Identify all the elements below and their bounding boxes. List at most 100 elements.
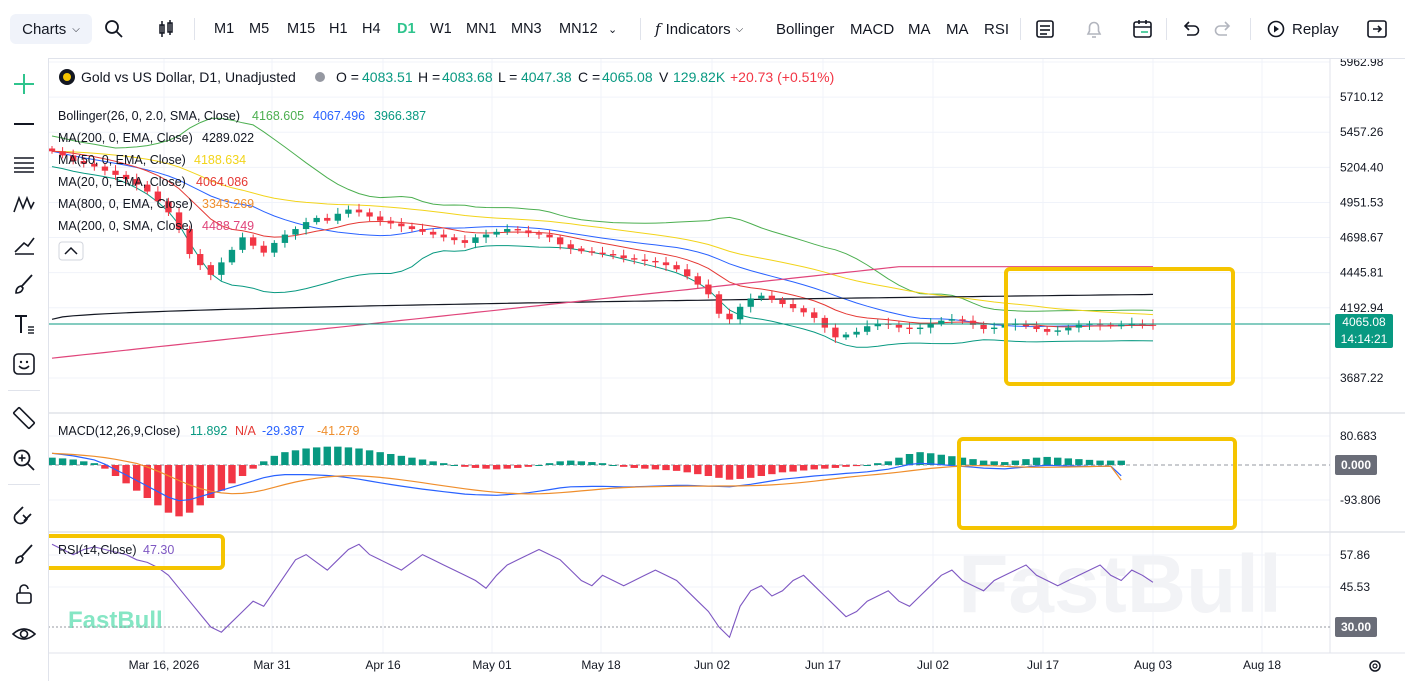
charts-menu-button[interactable]: Charts ⌵ xyxy=(10,14,92,44)
legend-row-0[interactable]: Bollinger(26, 0, 2.0, SMA, Close) 4168.60… xyxy=(58,109,426,123)
timeframe-more-chevron-icon[interactable]: ⌄ xyxy=(608,23,618,36)
macd-histogram-bar xyxy=(312,447,321,465)
candle-body xyxy=(260,245,267,253)
macd-histogram-bar xyxy=(48,457,56,465)
replay-button[interactable]: Replay xyxy=(1266,14,1339,44)
redo-icon[interactable] xyxy=(1214,14,1234,44)
top-toolbar: Charts ⌵ M1 M5 M15 H1 H4 D1 W1 MN1 MN3 MN12 ⌄ f I… xyxy=(0,0,1405,59)
legend-row-1[interactable]: MA(200, 0, EMA, Close) 4289.022 xyxy=(58,131,254,145)
candle-body xyxy=(969,320,977,325)
ema50-line xyxy=(51,150,1154,316)
legend-row-4[interactable]: MA(800, 0, EMA, Close) 3343.269 xyxy=(58,197,254,211)
crosshair-icon[interactable] xyxy=(10,70,38,98)
timeframe-m1[interactable]: M1 xyxy=(214,21,235,37)
quick-indicator-bollinger[interactable]: Bollinger xyxy=(776,20,835,38)
timeframe-h4[interactable]: H4 xyxy=(362,21,381,37)
macd-histogram-bar xyxy=(196,465,204,506)
pattern-icon[interactable] xyxy=(10,190,38,218)
svg-text:H =: H = xyxy=(418,69,440,85)
candlestick-series[interactable] xyxy=(48,146,1157,343)
low-value: 4047.38 xyxy=(521,69,572,85)
alert-bell-icon[interactable] xyxy=(1084,14,1104,44)
timeframe-m5[interactable]: M5 xyxy=(249,21,270,37)
macd-histogram-bar xyxy=(482,465,490,469)
candle-body xyxy=(504,229,511,232)
candle-type-icon[interactable] xyxy=(156,14,176,44)
legend-row-2[interactable]: MA(50, 0, EMA, Close) 4188.634 xyxy=(58,153,246,167)
macd-histogram-bar xyxy=(450,465,458,466)
macd-histogram-bar xyxy=(387,453,395,465)
high-value: 4083.68 xyxy=(442,69,493,85)
rsi-series[interactable] xyxy=(51,543,1154,639)
timeframe-m15[interactable]: M15 xyxy=(287,21,316,37)
candle-body xyxy=(324,217,331,221)
quick-indicator-rsi[interactable]: RSI xyxy=(984,20,1010,38)
time-tick-label: Jul 02 xyxy=(917,658,949,672)
zoom-in-icon[interactable] xyxy=(10,446,38,474)
candle-body xyxy=(429,231,437,235)
macd-zero-tag: 0.000 xyxy=(1335,455,1377,475)
macd-histogram-bar xyxy=(630,465,638,468)
legend-value: 3343.269 xyxy=(202,197,254,211)
text-tool-icon[interactable] xyxy=(10,310,38,338)
candle-body xyxy=(789,304,797,309)
search-icon[interactable] xyxy=(104,14,124,44)
quick-indicator-ma[interactable]: MA xyxy=(908,20,931,38)
candle-body xyxy=(440,234,447,238)
candle-body xyxy=(609,254,617,256)
macd-histogram-bar xyxy=(874,463,882,465)
quick-indicator-ma-2[interactable]: MA xyxy=(946,20,969,38)
undo-icon[interactable] xyxy=(1180,14,1200,44)
open-value: 4083.51 xyxy=(362,69,413,85)
lock-icon[interactable] xyxy=(10,580,38,608)
macd-histogram-bar xyxy=(207,465,215,499)
macd-series[interactable] xyxy=(48,446,1125,517)
time-tick-label: Aug 03 xyxy=(1134,658,1172,672)
timeframe-mn3[interactable]: MN3 xyxy=(511,21,542,37)
legend-row-5[interactable]: MA(200, 0, SMA, Close) 4488.749 xyxy=(58,219,254,233)
rsi-legend[interactable]: RSI(14,Close) 47.30 xyxy=(58,543,174,557)
candle-body xyxy=(631,258,638,260)
ruler-icon[interactable] xyxy=(10,404,38,432)
trend-line-icon[interactable] xyxy=(10,110,38,138)
timeframe-d1[interactable]: D1 xyxy=(397,21,416,37)
draw-mode-icon[interactable] xyxy=(10,540,38,568)
calendar-icon[interactable] xyxy=(1132,14,1154,44)
timeframe-mn12[interactable]: MN12 xyxy=(559,21,598,37)
price-axis-labels[interactable]: 5962.985710.125457.265204.404951.534698.… xyxy=(1340,55,1384,594)
macd-histogram-bar xyxy=(503,465,511,469)
legend-row-3[interactable]: MA(20, 0, EMA, Close) 4064.086 xyxy=(58,175,248,189)
candle-body xyxy=(832,327,839,338)
indicator-legend[interactable]: Bollinger(26, 0, 2.0, SMA, Close) 4168.60… xyxy=(58,109,426,233)
macd-histogram-bar xyxy=(323,446,331,465)
projection-icon[interactable] xyxy=(10,230,38,258)
macd-legend[interactable]: MACD(12,26,9,Close) 11.892 N/A -29.387 -41.2… xyxy=(58,424,359,438)
candle-body xyxy=(938,320,945,324)
templates-icon[interactable] xyxy=(1035,14,1055,44)
macd-histogram-bar xyxy=(302,448,310,465)
macd-histogram-bar xyxy=(1096,460,1104,465)
magnet-icon[interactable] xyxy=(10,500,38,528)
macd-histogram-bar xyxy=(514,465,522,468)
timeframe-h1[interactable]: H1 xyxy=(329,21,348,37)
fullscreen-icon[interactable] xyxy=(1366,14,1388,44)
candle-body xyxy=(556,237,564,245)
timeframe-w1[interactable]: W1 xyxy=(430,21,452,37)
collapse-legend-button[interactable] xyxy=(58,241,84,261)
legend-value: 4064.086 xyxy=(196,175,248,189)
indicators-button[interactable]: f Indicators ⌵ xyxy=(655,20,744,38)
macd-histogram-bar xyxy=(228,465,236,484)
brush-icon[interactable] xyxy=(10,270,38,298)
candle-body xyxy=(959,319,966,321)
quick-indicator-macd[interactable]: MACD xyxy=(850,20,895,38)
horizontal-lines-icon[interactable] xyxy=(10,150,38,178)
settings-gear-icon[interactable] xyxy=(1369,660,1381,672)
time-axis-labels[interactable]: Mar 16, 2026 Mar 31 Apr 16 May 01 May 18 Jun … xyxy=(129,658,1282,672)
timeframe-mn1[interactable]: MN1 xyxy=(466,21,497,37)
candle-body xyxy=(144,184,151,192)
emoji-icon[interactable] xyxy=(10,350,38,378)
bar-countdown: 14:14:21 xyxy=(1340,332,1388,346)
macd-histogram-bar xyxy=(418,459,427,465)
eye-icon[interactable] xyxy=(10,620,38,648)
